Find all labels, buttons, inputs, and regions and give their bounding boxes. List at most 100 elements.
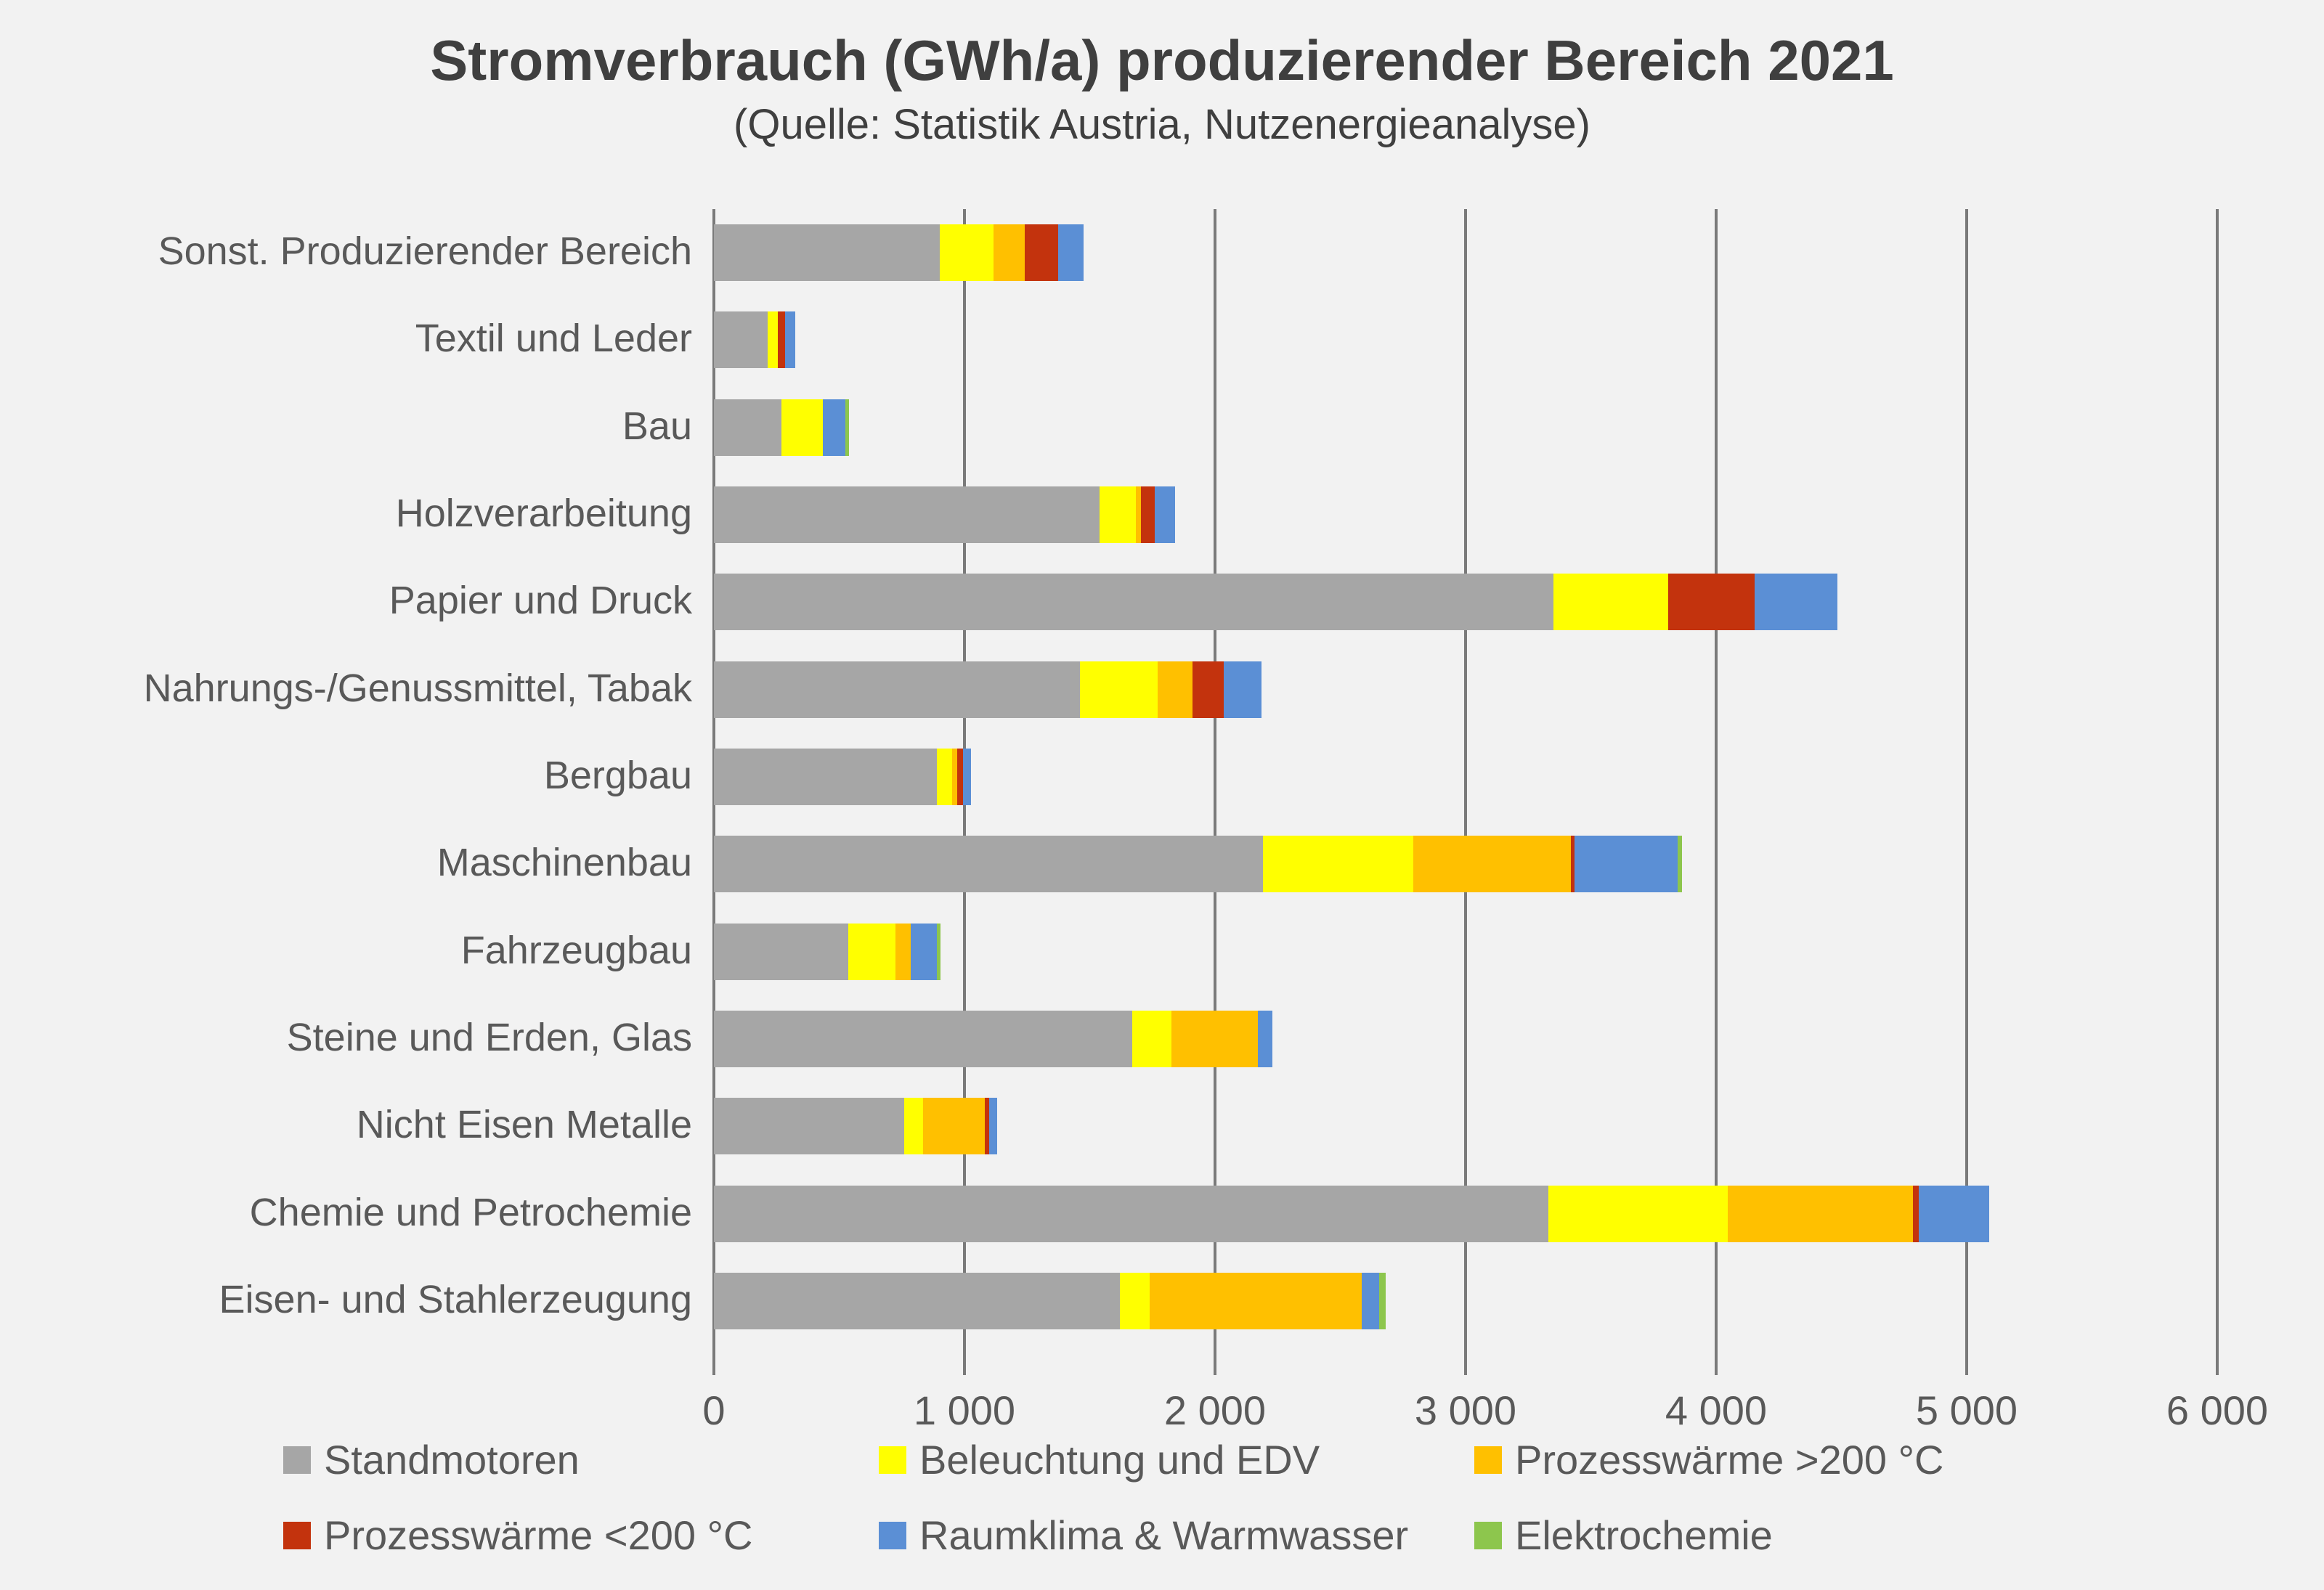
bar-segment xyxy=(714,1272,1120,1329)
bar-row xyxy=(714,1098,997,1155)
bar-segment xyxy=(714,661,1080,718)
bar-segment xyxy=(1413,836,1571,893)
x-axis-tick-label: 0 xyxy=(702,1387,726,1433)
bar-segment xyxy=(845,399,850,456)
x-axis-tick-label: 5 000 xyxy=(1915,1387,2018,1433)
legend-label: Standmotoren xyxy=(324,1437,580,1483)
category-label: Fahrzeugbau xyxy=(460,928,692,972)
legend-item: Prozesswärme >200 °C xyxy=(1474,1436,1943,1483)
bar-segment xyxy=(714,923,848,980)
bar-segment xyxy=(714,224,940,282)
legend-swatch xyxy=(283,1521,311,1549)
bar-row xyxy=(714,1272,1386,1329)
legend-item: Elektrochemie xyxy=(1474,1512,1773,1559)
category-label: Sonst. Produzierender Bereich xyxy=(158,229,692,274)
bar-segment xyxy=(1668,574,1755,631)
x-axis-tick-label: 6 000 xyxy=(2166,1387,2269,1433)
bar-segment xyxy=(1553,574,1669,631)
bar-segment xyxy=(714,1098,905,1155)
bar-segment xyxy=(1157,661,1193,718)
legend-swatch xyxy=(1474,1521,1502,1549)
bar-segment xyxy=(714,399,782,456)
bar-segment xyxy=(993,224,1025,282)
bar-segment xyxy=(714,311,768,369)
category-label: Papier und Druck xyxy=(389,579,692,623)
legend-swatch xyxy=(1474,1446,1502,1474)
bar-segment xyxy=(714,1010,1133,1067)
bar-segment xyxy=(937,923,941,980)
category-label: Textil und Leder xyxy=(415,317,692,361)
bar-segment xyxy=(1100,486,1137,544)
bar-segment xyxy=(984,1098,990,1155)
bar-segment xyxy=(781,399,824,456)
category-label: Nicht Eisen Metalle xyxy=(356,1103,692,1147)
bar-row xyxy=(714,574,1838,631)
chart-title: Stromverbrauch (GWh/a) produzierender Be… xyxy=(430,28,1894,92)
legend-item: Beleuchtung und EDV xyxy=(879,1436,1320,1483)
chart-subtitle: (Quelle: Statistik Austria, Nutzenergiea… xyxy=(734,101,1590,148)
bar-segment xyxy=(1257,1010,1273,1067)
bar-segment xyxy=(1919,1185,1990,1242)
legend-item: Raumklima & Warmwasser xyxy=(879,1512,1408,1559)
tick-mark xyxy=(2216,1345,2219,1375)
bar-row xyxy=(714,1010,1273,1067)
bar-segment xyxy=(937,749,952,805)
gridline-x-6000 xyxy=(2216,209,2219,1345)
bar-segment xyxy=(1575,836,1678,893)
category-label: Maschinenbau xyxy=(436,841,692,885)
bar-segment xyxy=(1548,1185,1728,1242)
bar-segment xyxy=(1727,1185,1913,1242)
bar-segment xyxy=(1570,836,1575,893)
bar-segment xyxy=(714,836,1263,893)
bar-segment xyxy=(714,749,938,805)
bar-segment xyxy=(951,749,957,805)
x-axis-tick-label: 3 000 xyxy=(1414,1387,1517,1433)
bar-row xyxy=(714,1185,1990,1242)
tick-mark xyxy=(1214,1345,1216,1375)
legend-swatch xyxy=(879,1521,906,1549)
bar-segment xyxy=(777,311,786,369)
x-axis-tick-label: 1 000 xyxy=(913,1387,1016,1433)
bar-segment xyxy=(1677,836,1683,893)
legend-swatch xyxy=(283,1446,311,1474)
bar-row xyxy=(714,749,971,805)
bar-segment xyxy=(1912,1185,1919,1242)
bar-segment xyxy=(1024,224,1059,282)
bar-row xyxy=(714,224,1084,282)
category-label: Bau xyxy=(622,404,692,448)
bar-segment xyxy=(923,1098,985,1155)
bar-segment xyxy=(1361,1272,1379,1329)
bar-segment xyxy=(1171,1010,1258,1067)
bar-segment xyxy=(1150,1272,1362,1329)
bar-segment xyxy=(1378,1272,1386,1329)
gridline-x-4000 xyxy=(1715,209,1718,1345)
bar-segment xyxy=(848,923,896,980)
bar-row xyxy=(714,661,1261,718)
bar-segment xyxy=(823,399,846,456)
x-axis-tick-label: 4 000 xyxy=(1665,1387,1768,1433)
legend-label: Elektrochemie xyxy=(1515,1512,1773,1558)
bar-segment xyxy=(1136,486,1142,544)
bar-segment xyxy=(1132,1010,1171,1067)
bar-segment xyxy=(956,749,964,805)
bar-segment xyxy=(963,749,971,805)
bar-segment xyxy=(939,224,994,282)
tick-mark xyxy=(712,1345,715,1375)
bar-segment xyxy=(1079,661,1158,718)
bar-segment xyxy=(1155,486,1175,544)
legend-item: Standmotoren xyxy=(283,1436,580,1483)
bar-segment xyxy=(714,486,1100,544)
gridline-x-2000 xyxy=(1214,209,1216,1345)
category-label: Holzverarbeitung xyxy=(395,492,692,536)
bar-segment xyxy=(714,1185,1548,1242)
bar-segment xyxy=(1141,486,1155,544)
bar-segment xyxy=(714,574,1553,631)
bar-segment xyxy=(1119,1272,1150,1329)
gridline-x-3000 xyxy=(1464,209,1467,1345)
bar-row xyxy=(714,923,941,980)
bar-segment xyxy=(910,923,938,980)
legend-label: Prozesswärme >200 °C xyxy=(1515,1437,1944,1483)
legend-item: Prozesswärme <200 °C xyxy=(283,1512,752,1559)
bar-segment xyxy=(1192,661,1224,718)
bar-segment xyxy=(768,311,778,369)
